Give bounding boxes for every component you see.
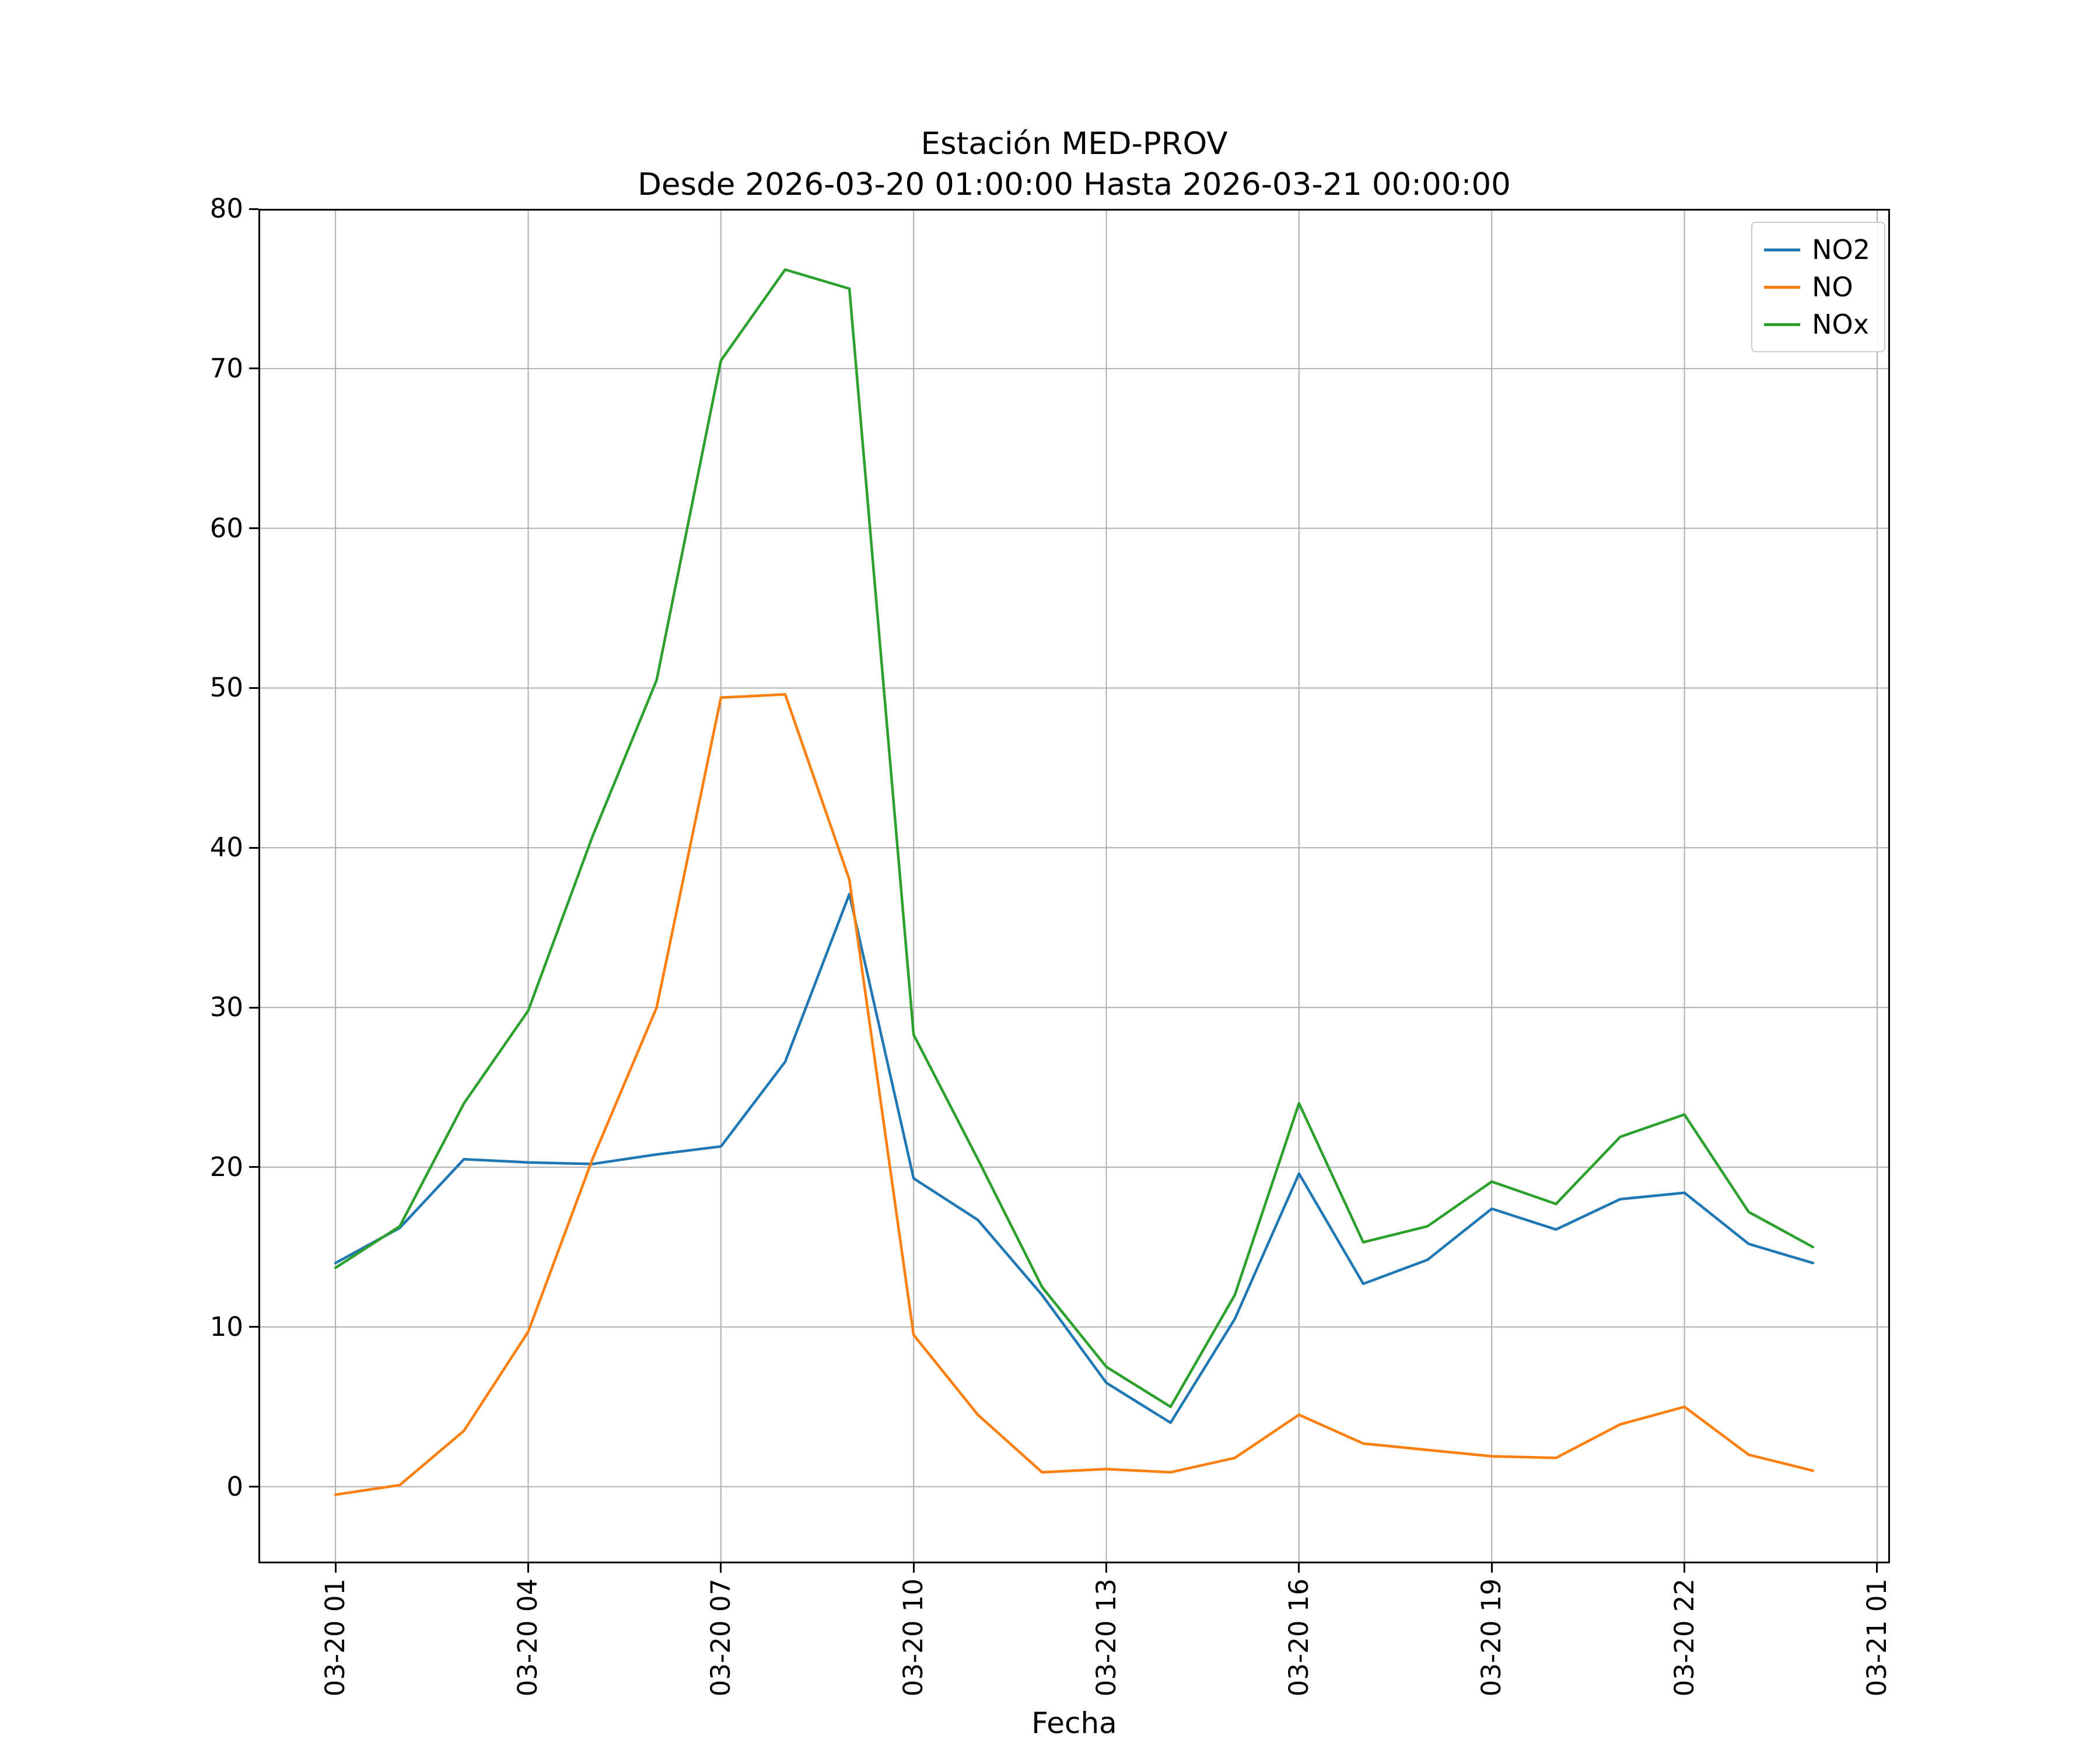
legend-line-swatch <box>1764 248 1801 251</box>
x-tick-mark <box>334 1563 337 1573</box>
series-line-NO2 <box>334 892 1815 1424</box>
legend-entry-NO2: NO2 <box>1764 231 1870 268</box>
legend-label: NO2 <box>1812 234 1870 265</box>
y-tick-mark <box>249 1326 258 1328</box>
plot-title-line1: Estación MED-PROV <box>921 126 1228 162</box>
y-tick-mark <box>249 1486 258 1488</box>
x-tick-mark <box>720 1563 722 1573</box>
legend: NO2 NO NOx <box>1751 222 1885 352</box>
legend-line-swatch <box>1764 323 1801 326</box>
y-tick-label: 30 <box>209 992 243 1023</box>
plot-title: Estación MED-PROV Desde 2026-03-20 01:00… <box>258 124 1890 205</box>
x-tick-label: 03-20 01 <box>320 1578 351 1697</box>
x-tick-label: 03-21 01 <box>1861 1578 1892 1697</box>
y-tick-mark <box>249 846 258 849</box>
x-tick-label: 03-20 04 <box>512 1578 544 1697</box>
y-tick-label: 50 <box>209 672 243 704</box>
plot-svg <box>258 209 1890 1563</box>
y-tick-mark <box>249 527 258 530</box>
x-axis-label: Fecha <box>1031 1706 1117 1740</box>
x-tick-mark <box>527 1563 529 1573</box>
x-tick-mark <box>1490 1563 1493 1573</box>
y-tick-label: 40 <box>209 832 243 863</box>
y-tick-label: 20 <box>209 1151 243 1182</box>
axes-border <box>258 209 1890 1563</box>
x-tick-label: 03-20 19 <box>1476 1578 1507 1697</box>
y-tick-mark <box>249 1166 258 1168</box>
x-tick-label: 03-20 22 <box>1668 1578 1700 1697</box>
y-tick-mark <box>249 687 258 689</box>
legend-label: NOx <box>1812 309 1869 340</box>
plot-title-line2: Desde 2026-03-20 01:00:00 Hasta 2026-03-… <box>638 166 1511 202</box>
series-line-NO <box>334 693 1815 1496</box>
y-tick-mark <box>249 208 258 210</box>
x-tick-mark <box>1105 1563 1108 1573</box>
x-tick-label: 03-20 13 <box>1090 1578 1122 1697</box>
legend-entry-NOx: NOx <box>1764 306 1870 343</box>
legend-line-swatch <box>1764 285 1801 289</box>
x-tick-label: 03-20 07 <box>705 1578 736 1697</box>
x-tick-mark <box>1298 1563 1300 1573</box>
legend-entry-NO: NO <box>1764 268 1870 306</box>
y-tick-label: 60 <box>209 512 243 544</box>
y-tick-mark <box>249 368 258 370</box>
y-tick-label: 10 <box>209 1311 243 1342</box>
x-tick-mark <box>1684 1563 1686 1573</box>
series-line-NOx <box>334 268 1815 1408</box>
x-tick-label: 03-20 10 <box>898 1578 929 1697</box>
y-tick-mark <box>249 1006 258 1009</box>
x-tick-mark <box>912 1563 915 1573</box>
x-tick-label: 03-20 16 <box>1283 1578 1314 1697</box>
legend-label: NO <box>1812 271 1853 303</box>
y-tick-label: 0 <box>226 1471 243 1502</box>
y-tick-label: 80 <box>209 193 243 224</box>
x-tick-mark <box>1876 1563 1878 1573</box>
y-tick-label: 70 <box>209 352 243 384</box>
